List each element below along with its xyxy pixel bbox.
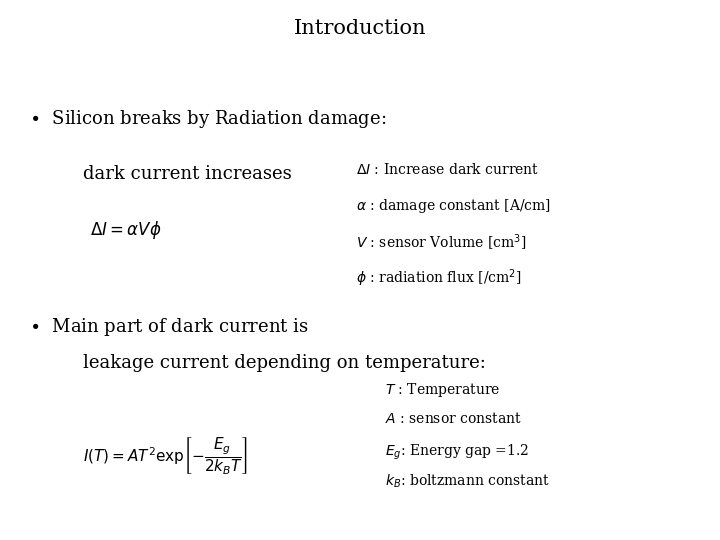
Text: $I(T) = AT^2 \exp\!\left[-\dfrac{E_g}{2k_B T}\right]$: $I(T) = AT^2 \exp\!\left[-\dfrac{E_g}{2k… (83, 435, 248, 476)
Text: $A$ : sensor constant: $A$ : sensor constant (385, 411, 522, 427)
Text: Introduction: Introduction (294, 19, 426, 38)
Text: $\Delta I$ : Increase dark current: $\Delta I$ : Increase dark current (356, 162, 539, 177)
Text: $k_B$: boltzmann constant: $k_B$: boltzmann constant (385, 473, 550, 490)
Text: $\alpha$ : damage constant [A/cm]: $\alpha$ : damage constant [A/cm] (356, 197, 552, 215)
Text: $E_g$: Energy gap =1.2: $E_g$: Energy gap =1.2 (385, 442, 529, 462)
Text: dark current increases: dark current increases (83, 165, 292, 183)
Text: $V$ : sensor Volume [cm$^3$]: $V$ : sensor Volume [cm$^3$] (356, 232, 527, 253)
Text: $\phi$ : radiation flux [/cm$^2$]: $\phi$ : radiation flux [/cm$^2$] (356, 267, 522, 289)
Text: leakage current depending on temperature:: leakage current depending on temperature… (83, 354, 486, 372)
Text: $\bullet$  Main part of dark current is: $\bullet$ Main part of dark current is (29, 316, 308, 338)
Text: $\bullet$  Silicon breaks by Radiation damage:: $\bullet$ Silicon breaks by Radiation da… (29, 108, 386, 130)
Text: $\Delta I = \alpha V \phi$: $\Delta I = \alpha V \phi$ (90, 219, 161, 241)
Text: $T$ : Temperature: $T$ : Temperature (385, 381, 500, 399)
